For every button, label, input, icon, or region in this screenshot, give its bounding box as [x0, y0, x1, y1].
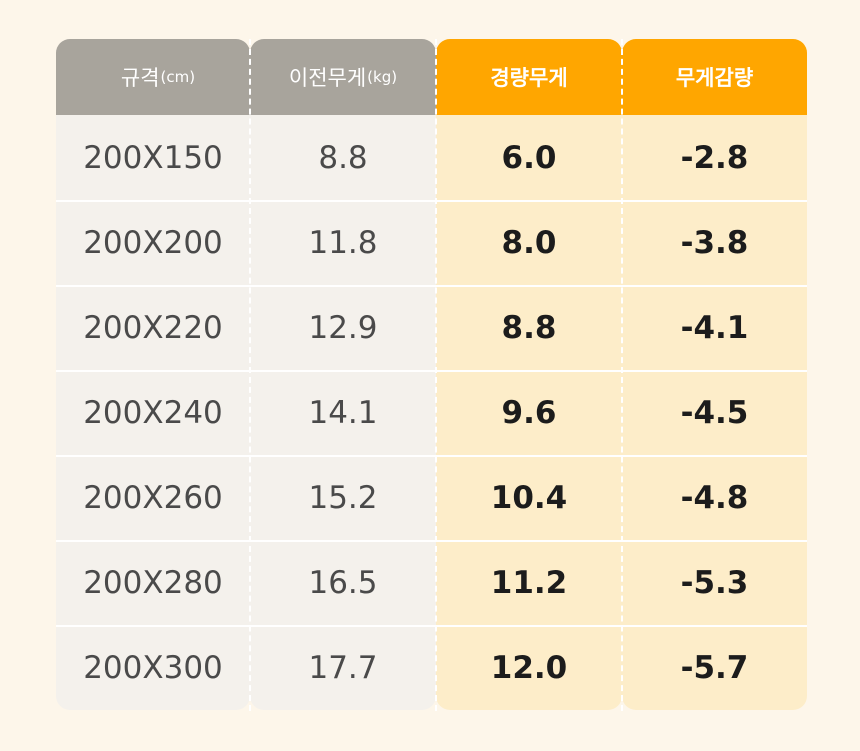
table-cell-diff: -4.1	[680, 309, 749, 346]
row-divider	[56, 370, 807, 372]
row-divider	[56, 625, 807, 627]
table-cell-prev: 11.8	[308, 224, 378, 261]
table-cell-spec: 200X260	[83, 479, 223, 516]
table-cell-diff: -4.5	[680, 394, 749, 431]
row-divider	[56, 200, 807, 202]
spec-column-bg	[56, 39, 250, 710]
header-weight-reduction: 무게감량	[622, 39, 807, 115]
header-prev-weight-unit: (kg)	[367, 68, 398, 86]
table-cell-diff: -5.3	[680, 564, 749, 601]
header-prev-weight: 이전무게 (kg)	[250, 39, 436, 115]
table-cell-diff: -2.8	[680, 139, 749, 176]
table-cell-spec: 200X280	[83, 564, 223, 601]
table-cell-diff: -3.8	[680, 224, 749, 261]
table-cell-prev: 15.2	[308, 479, 378, 516]
column-divider	[249, 39, 251, 711]
table-cell-diff: -4.8	[680, 479, 749, 516]
table-cell-spec: 200X150	[83, 139, 223, 176]
column-divider	[621, 39, 623, 711]
header-weight-reduction-label: 무게감량	[675, 66, 754, 90]
header-light-weight-label: 경량무게	[490, 66, 568, 90]
header-prev-weight-label: 이전무게	[288, 66, 367, 90]
prev-weight-column-bg	[250, 39, 436, 710]
row-divider	[56, 455, 807, 457]
column-divider	[435, 39, 437, 711]
table-cell-spec: 200X200	[83, 224, 223, 261]
table-cell-diff: -5.7	[680, 649, 749, 686]
table-cell-prev: 12.9	[308, 309, 378, 346]
table-cell-prev: 8.8	[318, 139, 368, 176]
table-cell-light: 8.8	[501, 309, 557, 346]
table-cell-prev: 14.1	[308, 394, 378, 431]
table-cell-light: 6.0	[501, 139, 557, 176]
table-cell-light: 11.2	[490, 564, 568, 601]
table-cell-spec: 200X240	[83, 394, 223, 431]
table-cell-light: 8.0	[501, 224, 557, 261]
light-weight-column-bg	[436, 39, 622, 710]
table-cell-prev: 16.5	[308, 564, 378, 601]
row-divider	[56, 540, 807, 542]
header-light-weight: 경량무게	[436, 39, 622, 115]
table-cell-prev: 17.7	[308, 649, 378, 686]
table-cell-spec: 200X300	[83, 649, 223, 686]
table-cell-light: 9.6	[501, 394, 557, 431]
table-cell-light: 10.4	[490, 479, 568, 516]
header-spec-label: 규격	[120, 66, 160, 90]
header-spec: 규격 (cm)	[56, 39, 250, 115]
header-spec-unit: (cm)	[160, 68, 196, 86]
row-divider	[56, 285, 807, 287]
table-cell-light: 12.0	[490, 649, 568, 686]
weight-reduction-column-bg	[622, 39, 807, 710]
weight-comparison-table: 규격 (cm) 이전무게 (kg) 경량무게 무게감량 200X150 8.8 6.0 -…	[56, 39, 807, 711]
table-cell-spec: 200X220	[83, 309, 223, 346]
